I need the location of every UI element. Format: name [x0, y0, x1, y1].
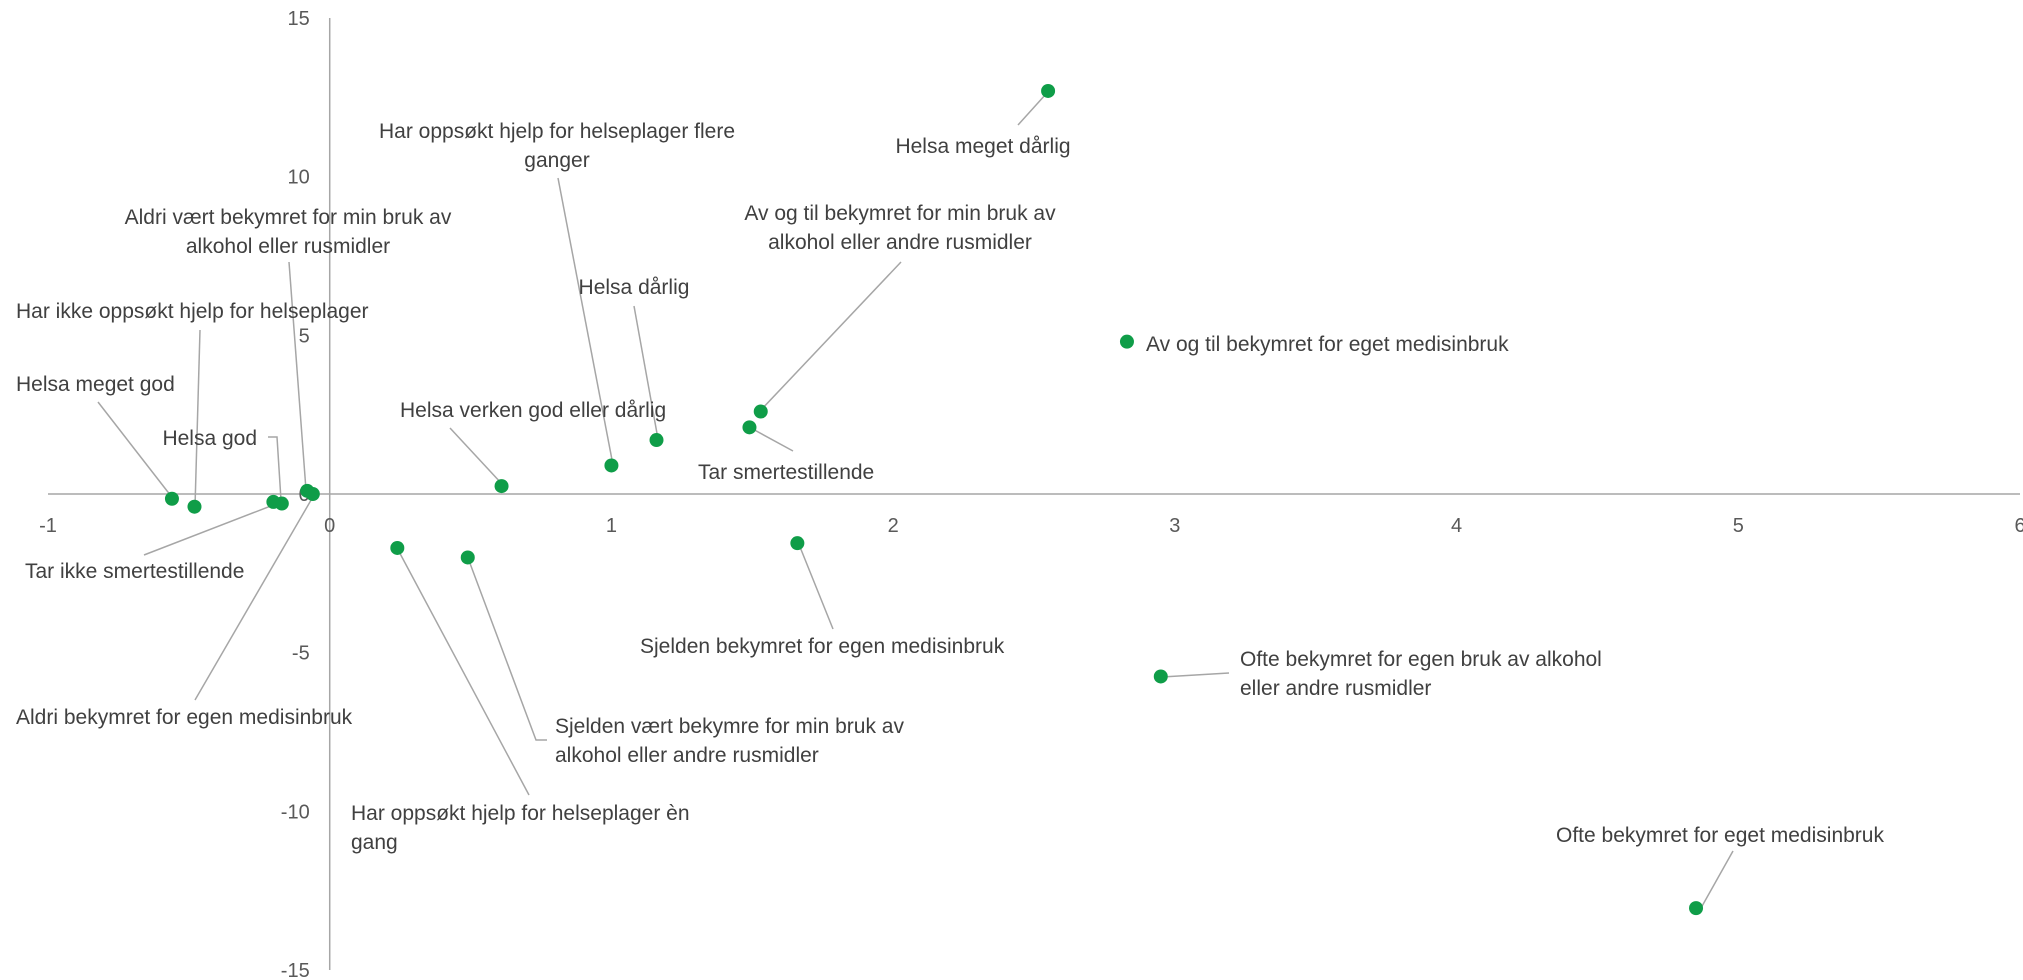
data-label: Tar ikke smertestillende: [25, 560, 244, 583]
leader-line: [797, 541, 834, 630]
data-label: Helsa dårlig: [579, 276, 690, 299]
data-point: [742, 420, 757, 435]
data-point: [790, 536, 805, 551]
leader-line: [748, 426, 794, 452]
data-label: Sjelden bekymret for egen medisinbruk: [640, 635, 1005, 658]
data-label: Helsa god: [162, 427, 257, 450]
leader-line: [1700, 850, 1734, 909]
x-tick-label: 5: [1733, 515, 1744, 537]
data-point: [460, 550, 475, 565]
y-tick-label: 15: [287, 8, 309, 30]
data-label: Ofte bekymret for egen bruk av alkohol el…: [1240, 648, 1602, 700]
data-label: Aldri bekymret for egen medisinbruk: [16, 706, 353, 729]
axes: [48, 18, 2020, 970]
x-tick-label: 2: [888, 515, 899, 537]
data-label: Har ikke oppsøkt hjelp for helseplager: [16, 300, 369, 323]
leader-line: [1161, 672, 1230, 678]
data-label: Har oppsøkt hjelp for helseplager èn gang: [351, 802, 690, 854]
x-tick-label: -1: [39, 515, 57, 537]
data-point: [604, 458, 619, 473]
leader-line: [97, 401, 172, 497]
leader-line: [467, 557, 547, 741]
x-tick-label: 6: [2014, 515, 2023, 537]
data-point: [390, 540, 405, 555]
data-label: Ofte bekymret for eget medisinbruk: [1556, 824, 1884, 847]
data-point: [187, 499, 202, 514]
x-tick-label: 3: [1169, 515, 1180, 537]
data-point: [649, 433, 664, 448]
leader-line: [557, 177, 614, 466]
leader-line: [395, 545, 530, 796]
data-label: Av og til bekymret for eget medisinbruk: [1146, 333, 1509, 356]
leader-line: [194, 494, 315, 701]
data-point: [1041, 83, 1056, 98]
y-tick-label: 10: [287, 167, 309, 189]
x-tick-label: 4: [1451, 515, 1462, 537]
y-tick-label: -5: [292, 643, 310, 665]
data-point: [1689, 901, 1704, 916]
data-label: Sjelden vært bekymre for min bruk av alko…: [555, 715, 904, 767]
data-label: Har oppsøkt hjelp for helseplager flere g…: [379, 120, 735, 172]
data-label: Helsa meget god: [16, 373, 175, 396]
data-points: [164, 83, 1704, 916]
data-point: [494, 479, 509, 494]
data-label: Helsa verken god eller dårlig: [400, 399, 666, 422]
leader-line: [194, 329, 201, 508]
data-point: [266, 494, 281, 509]
data-label: Helsa meget dårlig: [895, 135, 1070, 158]
data-point: [753, 404, 768, 419]
x-tick-label: 1: [606, 515, 617, 537]
tick-labels: -10123456151050-5-10-15: [39, 8, 2023, 980]
data-point: [305, 487, 320, 501]
data-point: [164, 491, 179, 506]
data-point: [1119, 334, 1134, 349]
leader-line: [1017, 93, 1047, 126]
leader-line: [143, 503, 277, 556]
data-label: Aldri vært bekymret for min bruk av alkoh…: [125, 206, 452, 258]
data-labels: Helsa meget dårlig Har oppsøkt hjelp for …: [16, 120, 1884, 854]
y-tick-label: -10: [281, 801, 310, 823]
leader-line: [268, 436, 282, 501]
leader-line: [759, 261, 902, 412]
leader-line: [288, 261, 307, 491]
leader-line: [633, 305, 659, 440]
y-tick-label: 5: [299, 325, 310, 347]
x-tick-label: 0: [324, 515, 335, 537]
data-label: Av og til bekymret for min bruk av alkoho…: [744, 202, 1056, 254]
leader-line: [449, 427, 503, 485]
data-point: [1153, 669, 1168, 684]
y-tick-label: -15: [281, 960, 310, 980]
leader-lines: [97, 93, 1734, 909]
data-label: Tar smertestillende: [698, 461, 874, 484]
